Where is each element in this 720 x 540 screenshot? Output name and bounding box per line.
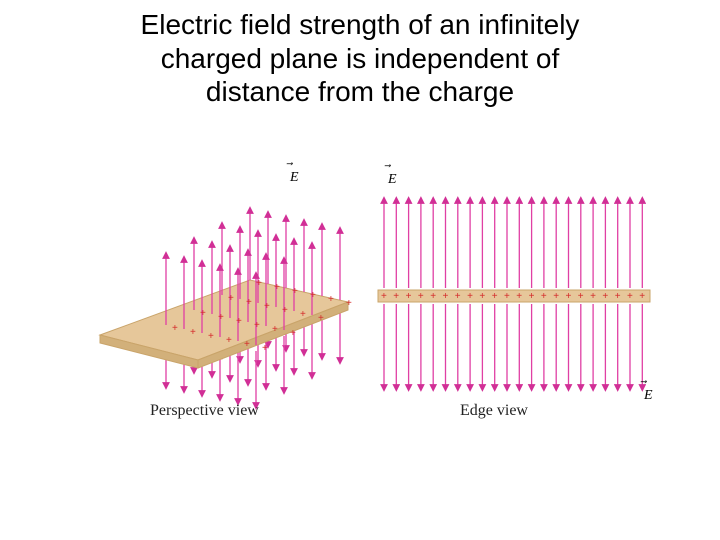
svg-text:+: + xyxy=(310,290,316,301)
svg-text:+: + xyxy=(254,320,260,331)
title-line-1: Electric field strength of an infinitely xyxy=(141,9,580,40)
svg-text:+: + xyxy=(529,291,535,302)
svg-text:+: + xyxy=(639,291,645,302)
svg-text:+: + xyxy=(228,293,234,304)
svg-text:+: + xyxy=(236,316,242,327)
svg-text:+: + xyxy=(455,291,461,302)
figures-container: + + + + + + + + + + + + + + + + + + + + + + + + Perspective vie… xyxy=(0,170,720,450)
svg-text:+: + xyxy=(406,291,412,302)
svg-text:+: + xyxy=(615,291,621,302)
svg-text:+: + xyxy=(393,291,399,302)
svg-text:+: + xyxy=(443,291,449,302)
perspective-view-diagram: + + + + + + + + + + + + + + + + + + + + + + + + xyxy=(80,170,360,420)
svg-text:+: + xyxy=(300,309,306,320)
svg-text:+: + xyxy=(318,313,324,324)
svg-text:+: + xyxy=(226,335,232,346)
edge-E-label-bottom: E⃗ xyxy=(644,388,653,404)
svg-text:+: + xyxy=(246,297,252,308)
svg-text:+: + xyxy=(381,291,387,302)
perspective-E-label: E⃗ xyxy=(290,170,299,186)
svg-text:+: + xyxy=(578,291,584,302)
svg-text:+: + xyxy=(274,282,280,293)
svg-text:+: + xyxy=(430,291,436,302)
svg-text:+: + xyxy=(292,286,298,297)
svg-text:+: + xyxy=(516,291,522,302)
svg-text:+: + xyxy=(346,298,352,309)
svg-text:+: + xyxy=(627,291,633,302)
svg-text:+: + xyxy=(262,343,268,354)
svg-text:+: + xyxy=(264,301,270,312)
title-line-3: distance from the charge xyxy=(206,76,514,107)
svg-text:+: + xyxy=(566,291,572,302)
svg-text:+: + xyxy=(244,339,250,350)
svg-text:+: + xyxy=(467,291,473,302)
svg-text:+: + xyxy=(590,291,596,302)
svg-text:+: + xyxy=(553,291,559,302)
edge-caption: Edge view xyxy=(460,402,528,420)
svg-text:+: + xyxy=(328,294,334,305)
svg-text:+: + xyxy=(208,331,214,342)
edge-view-diagram: + + + + + + + + + + + + + + + + + + + + + + xyxy=(370,170,670,420)
svg-text:+: + xyxy=(272,324,278,335)
svg-text:+: + xyxy=(190,327,196,338)
svg-text:+: + xyxy=(479,291,485,302)
edge-E-label-top: E⃗ xyxy=(388,172,397,188)
svg-text:+: + xyxy=(602,291,608,302)
perspective-caption: Perspective view xyxy=(150,402,259,420)
title-line-2: charged plane is independent of xyxy=(161,43,560,74)
svg-text:+: + xyxy=(504,291,510,302)
svg-text:+: + xyxy=(256,278,262,289)
svg-text:+: + xyxy=(200,308,206,319)
svg-text:+: + xyxy=(290,328,296,339)
svg-text:+: + xyxy=(418,291,424,302)
svg-text:+: + xyxy=(492,291,498,302)
page-title: Electric field strength of an infinitely… xyxy=(0,0,720,109)
svg-text:+: + xyxy=(282,305,288,316)
svg-text:+: + xyxy=(541,291,547,302)
svg-text:+: + xyxy=(218,312,224,323)
svg-text:+: + xyxy=(172,323,178,334)
